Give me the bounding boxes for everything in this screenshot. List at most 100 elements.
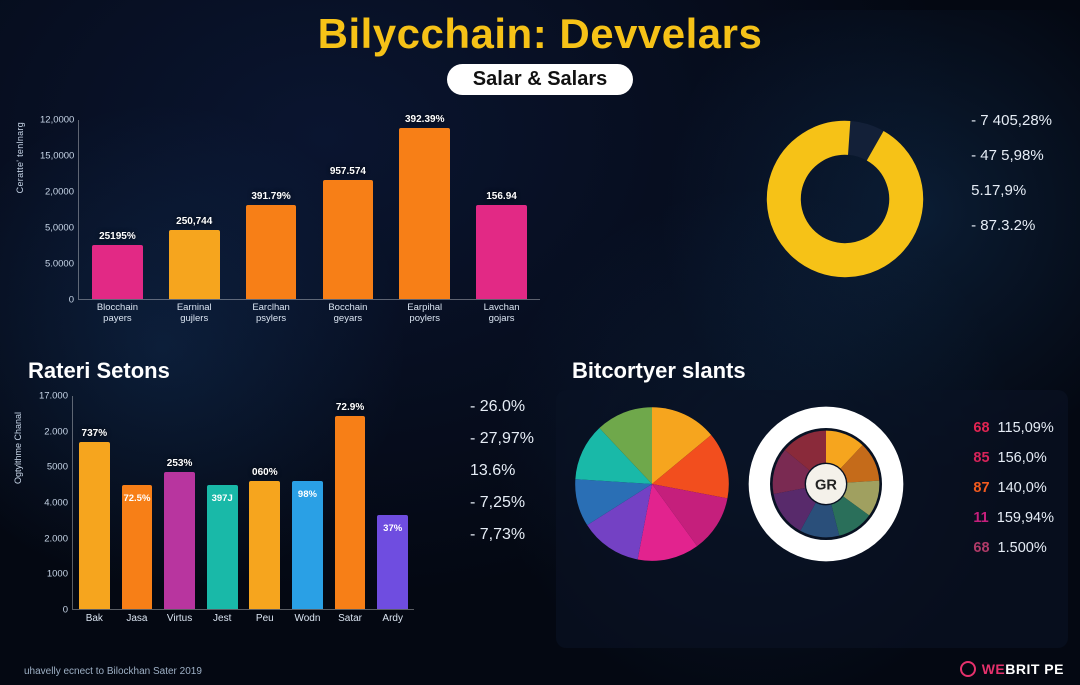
c3-category: Ardy xyxy=(371,613,414,624)
c3-category: Jasa xyxy=(116,613,159,624)
c4-legend-val: 159,94% xyxy=(997,510,1054,526)
c1-bar xyxy=(323,180,374,299)
c3-ytick: 1000 xyxy=(36,569,68,580)
c4-legend-row: 87 140,0% xyxy=(973,480,1054,496)
donut-legend: - 7 405,28% - 47 5,98% 5.17,9% - 87.3.2% xyxy=(971,112,1052,234)
c4-legend-row: 85 156,0% xyxy=(973,450,1054,466)
c3-bar: 98% xyxy=(292,481,323,609)
donut-center-label: GR xyxy=(815,477,837,493)
panel-title-right: Bitcortyer slants xyxy=(572,358,746,384)
c4-legend-val: 115,09% xyxy=(998,420,1054,436)
c1-plot: 25195%Blocchainpayers250,744Earninalgujl… xyxy=(79,120,540,300)
c1-bar xyxy=(246,205,297,300)
c3-bar-col: 397JJest xyxy=(201,485,244,609)
c1-category: Earninalgujlers xyxy=(156,303,233,325)
c3-category: Wodn xyxy=(286,613,329,624)
c3-ytick: 2.000 xyxy=(36,426,68,437)
c1-ytick: 5.0000 xyxy=(40,259,74,270)
c1-ytick: 0 xyxy=(40,295,74,306)
top-bar-chart: Ceratte' tenlnarg 25195%Blocchainpayers2… xyxy=(24,114,544,334)
c3-ytick: 0 xyxy=(36,605,68,616)
c1-bar-value: 391.79% xyxy=(251,191,290,202)
c3-ytick: 5000 xyxy=(36,462,68,473)
c1-ytick: 12,0000 xyxy=(40,115,74,126)
c3-bar-col: 72.9%Satar xyxy=(329,402,372,609)
bottom-pie-panel: GR 68 115,09% 85 156,0% 87 140,0% 11 159,94% 68 1… xyxy=(556,390,1068,648)
c3-bar: 72.5% xyxy=(122,485,153,609)
c3-bar-col: 37%Ardy xyxy=(371,515,414,609)
c3-category: Jest xyxy=(201,613,244,624)
c1-bar-col: 392.39%Earpihalpoylers xyxy=(386,114,463,299)
c3-bar-col: 253%Virtus xyxy=(158,458,201,609)
c3-category: Bak xyxy=(73,613,116,624)
c3-bar-inner-label: 98% xyxy=(298,489,317,500)
c4-legend-row: 11 159,94% xyxy=(973,510,1054,526)
c3-bar-col: 72.5%Jasa xyxy=(116,485,159,609)
c4-legend-num: 68 xyxy=(973,420,989,436)
c1-ylabel: Ceratte' tenlnarg xyxy=(15,122,25,193)
c3-ylabel: Ogtylthme Chanal xyxy=(13,412,23,484)
c1-ytick: 5,0000 xyxy=(40,223,74,234)
panel-title-left: Rateri Setons xyxy=(28,358,170,384)
c3-bar-col: 737%Bak xyxy=(73,428,116,609)
bottom-bar-chart: Ogtylthme Chanal 737%Bak72.5%Jasa253%Vir… xyxy=(24,392,534,638)
c4-legend: 68115,09%85156,0%87140,0%11159,94%681.50… xyxy=(973,420,1054,556)
c3-ytick: 4.000 xyxy=(36,498,68,509)
c4-legend-row: 68 115,09% xyxy=(973,420,1054,436)
c3-bar xyxy=(249,481,280,609)
c3-bar-col: 060%Peu xyxy=(244,467,287,609)
c4-legend-val: 140,0% xyxy=(998,480,1047,496)
c1-bar-value: 156.94 xyxy=(486,191,517,202)
footer-text: uhavelly ecnect to Bilockhan Sater 2019 xyxy=(24,666,202,677)
c3-side-value: - 26.0% xyxy=(470,398,534,416)
donut-legend-item: - 7 405,28% xyxy=(971,112,1052,129)
c1-bar xyxy=(92,245,143,299)
c1-bar xyxy=(476,205,527,300)
c4-legend-num: 11 xyxy=(973,510,988,526)
c4-legend-val: 156,0% xyxy=(998,450,1047,466)
pie-chart xyxy=(572,404,732,564)
c3-ytick: 2.000 xyxy=(36,533,68,544)
c1-category: Lavchangojars xyxy=(463,303,540,325)
c3-bar xyxy=(164,472,195,609)
c3-side-value: - 27,97% xyxy=(470,430,534,448)
c3-plot: 737%Bak72.5%Jasa253%Virtus397JJest060%Pe… xyxy=(73,396,414,610)
donut-svg xyxy=(760,114,930,284)
c4-legend-num: 68 xyxy=(973,540,989,556)
c1-category: Earpihalpoylers xyxy=(386,303,463,325)
c3-bar xyxy=(335,416,366,609)
c3-bar-top-label: 72.9% xyxy=(336,402,364,413)
c3-bar-inner-label: 72.5% xyxy=(123,493,150,504)
donut-legend-item: - 87.3.2% xyxy=(971,217,1052,234)
c3-category: Peu xyxy=(244,613,287,624)
c1-bar-col: 957.574Bocchaingeyars xyxy=(309,166,386,299)
c3-bar-inner-label: 37% xyxy=(383,523,402,534)
c1-category: Bocchaingeyars xyxy=(309,303,386,325)
c3-bar-inner-label: 397J xyxy=(212,493,233,504)
c3-bar: 37% xyxy=(377,515,408,609)
c1-ytick: 2,0000 xyxy=(40,187,74,198)
c1-ytick: 15,0000 xyxy=(40,151,74,162)
c1-bar-col: 391.79%Earclhanpsylers xyxy=(233,191,310,300)
c3-category: Virtus xyxy=(158,613,201,624)
c3-category: Satar xyxy=(329,613,372,624)
c1-bar-value: 250,744 xyxy=(176,216,212,227)
c3-bar-top-label: 253% xyxy=(167,458,193,469)
c3-side-value: - 7,25% xyxy=(470,494,534,512)
ringed-donut: GR xyxy=(746,404,906,564)
c3-ytick: 17.000 xyxy=(36,391,68,402)
donut-legend-item: 5.17,9% xyxy=(971,182,1052,199)
c4-legend-num: 87 xyxy=(973,480,989,496)
c1-bar-col: 25195%Blocchainpayers xyxy=(79,231,156,299)
c1-category: Earclhanpsylers xyxy=(233,303,310,325)
c3-bar-col: 98%Wodn xyxy=(286,481,329,609)
c1-bar xyxy=(399,128,450,299)
donut-legend-item: - 47 5,98% xyxy=(971,147,1052,164)
c1-bar-value: 957.574 xyxy=(330,166,366,177)
c3-bar-top-label: 060% xyxy=(252,467,278,478)
c4-legend-num: 85 xyxy=(973,450,989,466)
c3-side-value: 13.6% xyxy=(470,462,534,480)
c1-category: Blocchainpayers xyxy=(79,303,156,325)
c3-side-values: - 26.0%- 27,97% 13.6%- 7,25%- 7,73% xyxy=(470,398,534,544)
top-donut: - 7 405,28% - 47 5,98% 5.17,9% - 87.3.2% xyxy=(732,110,1052,310)
